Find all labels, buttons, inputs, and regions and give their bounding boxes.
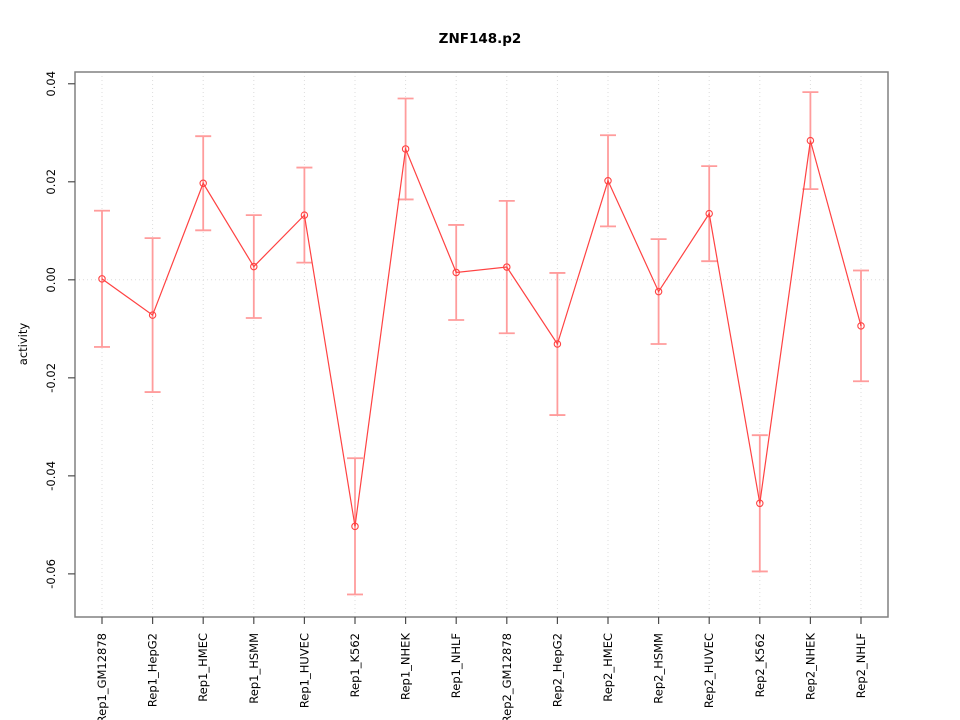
x-tick-label: Rep2_HSMM [652, 633, 666, 704]
data-point [148, 311, 157, 319]
data-point [604, 177, 612, 185]
data-point [857, 322, 865, 330]
x-tick-label: Rep1_NHLF [449, 633, 463, 698]
data-point [98, 275, 106, 283]
x-tick-label: Rep1_HSMM [247, 633, 261, 704]
series-line [101, 140, 862, 527]
data-point [452, 268, 460, 277]
data-point [553, 340, 562, 348]
y-tick-label: 0.02 [44, 169, 58, 195]
x-tick-label: Rep2_HepG2 [550, 633, 564, 707]
y-tick-label: 0.04 [44, 71, 58, 97]
x-tick-label: Rep1_HepG2 [146, 633, 160, 707]
data-point [756, 499, 764, 508]
chart-title: ZNF148.p2 [438, 31, 522, 47]
data-point [199, 179, 207, 188]
x-tick-label: Rep2_NHLF [854, 633, 868, 698]
data-point [300, 211, 309, 219]
y-tick-label: -0.06 [44, 559, 58, 589]
data-point [705, 209, 713, 218]
data-point [401, 145, 410, 153]
x-tick-label: Rep2_NHEK [803, 633, 817, 700]
data-point [503, 263, 511, 271]
y-tick-label: 0.00 [44, 267, 58, 293]
x-tick-label: Rep2_GM12878 [500, 633, 514, 720]
x-tick-label: Rep2_K562 [753, 633, 767, 697]
data-point [351, 522, 359, 531]
x-tick-label: Rep1_GM12878 [95, 633, 109, 720]
y-tick-label: -0.04 [44, 461, 58, 491]
y-tick-label: -0.02 [44, 363, 58, 393]
x-tick-label: Rep2_HMEC [601, 633, 615, 702]
x-tick-label: Rep1_K562 [348, 633, 362, 697]
plot-box [74, 71, 889, 618]
data-point [654, 287, 663, 296]
x-tick-label: Rep1_HMEC [196, 633, 210, 702]
x-tick-label: Rep1_NHEK [399, 633, 413, 700]
x-tick-label: Rep1_HUVEC [297, 633, 311, 708]
data-point [806, 136, 815, 145]
data-point [250, 262, 258, 271]
x-tick-label: Rep2_HUVEC [702, 633, 716, 708]
